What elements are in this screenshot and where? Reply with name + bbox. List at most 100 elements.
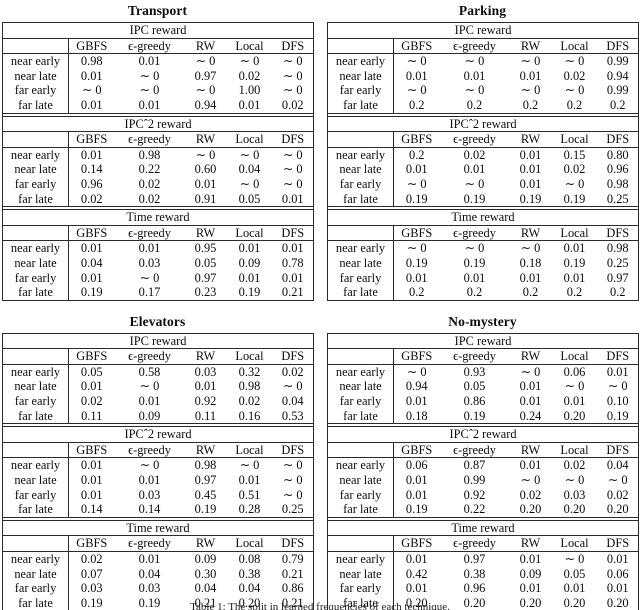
cell-value: 0.01 [80, 97, 103, 112]
cell-value: 0.42 [405, 566, 428, 581]
cell-value: 0.19 [194, 502, 217, 517]
column-header: GBFS [393, 535, 440, 552]
column-header: ϵ-greedy [114, 225, 185, 242]
cell-value: 0.01 [519, 176, 542, 191]
cell-value: ∼ 0 [564, 83, 585, 98]
cell-value: 0.79 [281, 552, 304, 566]
section-divider [327, 423, 639, 427]
cell-value: 0.01 [606, 581, 629, 596]
row-label: near late [327, 566, 394, 582]
cell-value: 0.97 [194, 270, 217, 285]
cell-value: 0.96 [80, 176, 103, 191]
section-divider-cell [2, 423, 314, 427]
column-header: ϵ-greedy [439, 131, 510, 148]
cell-value: ∼ 0 [520, 83, 541, 98]
column-header: DFS [597, 442, 639, 459]
column-header: GBFS [68, 38, 115, 55]
cell-value: 0.21 [194, 595, 217, 610]
row-label: near late [327, 68, 394, 84]
row-label: near early [2, 240, 69, 256]
cell-value: ∼ 0 [564, 176, 585, 191]
row-label: far late [2, 595, 69, 610]
cell-value: 0.09 [519, 566, 542, 581]
cell-value: 0.01 [606, 552, 629, 566]
row-label: far early [2, 581, 69, 596]
cell-value: ∼ 0 [564, 54, 585, 69]
cell-value: 0.21 [281, 285, 304, 300]
cell-value: ∼ 0 [139, 379, 160, 394]
section-title: IPC reward [327, 332, 639, 350]
column-header: Local [551, 535, 598, 552]
row-label: far late [327, 502, 394, 518]
column-header: GBFS [68, 442, 115, 459]
cell-value: 0.02 [238, 394, 261, 409]
cell-value: 0.97 [606, 270, 629, 285]
section-divider-cell [327, 423, 639, 427]
cell-value: 0.01 [80, 379, 103, 394]
column-header: ϵ-greedy [439, 442, 510, 459]
column-header: ϵ-greedy [439, 348, 510, 365]
cell-value: ∼ 0 [282, 473, 303, 488]
column-header: ϵ-greedy [439, 535, 510, 552]
cell-value: 0.01 [563, 241, 586, 256]
cell-value: 0.01 [405, 270, 428, 285]
row-label: near early [327, 147, 394, 163]
column-header: RW [184, 131, 227, 148]
cell-value: ∼ 0 [282, 458, 303, 473]
column-header: RW [184, 38, 227, 55]
cell-value: 0.03 [138, 255, 161, 270]
cell-value: 0.09 [194, 552, 217, 566]
table-row: far early 0.96 0.02 0.01 ∼ 0 ∼ 0 [2, 176, 314, 192]
cell-value: ∼ 0 [520, 54, 541, 69]
cell-value: ∼ 0 [139, 83, 160, 98]
table-row: far early 0.01 ∼ 0 0.97 0.01 0.01 [2, 270, 314, 286]
cell-value: 0.01 [405, 473, 428, 488]
section-title-row: Time reward [327, 209, 639, 226]
table-row: far late 0.2 0.2 0.2 0.2 0.2 [327, 97, 639, 114]
cell-value: 0.2 [610, 97, 626, 112]
column-header-row: GBFS ϵ-greedy RW Local DFS [2, 535, 314, 552]
table-row: near late 0.19 0.19 0.18 0.19 0.25 [327, 255, 639, 271]
cell-value: 0.2 [409, 97, 425, 112]
column-header: RW [184, 442, 227, 459]
cell-value: 0.01 [80, 270, 103, 285]
section-divider [2, 112, 314, 117]
corner-cell [2, 535, 69, 552]
row-label: far early [2, 83, 69, 98]
cell-value: 0.02 [238, 68, 261, 83]
column-header: GBFS [393, 225, 440, 242]
table-row: near early 0.02 0.01 0.09 0.08 0.79 [2, 551, 314, 567]
table-row: near late 0.01 ∼ 0 0.97 0.02 ∼ 0 [2, 68, 314, 84]
cell-value: 0.91 [194, 191, 217, 206]
row-label: far early [327, 83, 394, 98]
cell-value: 0.20 [563, 502, 586, 517]
cell-value: 0.01 [238, 270, 261, 285]
column-header: GBFS [68, 535, 115, 552]
column-header: RW [184, 348, 227, 365]
cell-value: ∼ 0 [464, 176, 485, 191]
column-header: RW [184, 535, 227, 552]
column-header: Local [551, 38, 598, 55]
cell-value: 0.98 [194, 458, 217, 473]
cell-value: 0.02 [563, 162, 586, 177]
cell-value: 0.19 [563, 191, 586, 206]
column-header-row: GBFS ϵ-greedy RW Local DFS [2, 442, 314, 459]
section-title: Time reward [327, 519, 639, 537]
domain-block: Elevators IPC reward GBFS ϵ-greedy RW Local DF… [2, 311, 315, 610]
column-header: ϵ-greedy [114, 348, 185, 365]
section-title-row: IPC reward [327, 332, 639, 350]
row-label: far late [327, 191, 394, 207]
section-divider [327, 112, 639, 117]
section-title-row: Time reward [327, 519, 639, 537]
row-label: near early [2, 364, 69, 380]
cell-value: 0.2 [522, 285, 539, 300]
cell-value: 0.04 [194, 581, 217, 596]
column-header: DFS [597, 535, 639, 552]
cell-value: 0.01 [519, 162, 542, 177]
column-header-row: GBFS ϵ-greedy RW Local DFS [327, 348, 639, 365]
domain-title: Parking [458, 3, 507, 18]
cell-value: ∼ 0 [464, 54, 485, 69]
section-title: IPC reward [2, 332, 314, 350]
row-label: near late [327, 379, 394, 395]
column-header: RW [509, 225, 552, 242]
